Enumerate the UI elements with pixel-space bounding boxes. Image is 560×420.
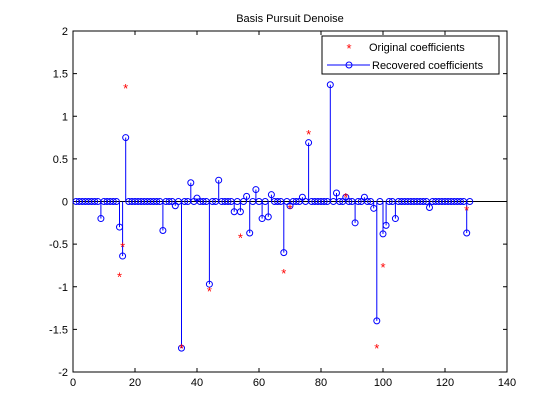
recovered-point — [205, 280, 213, 288]
recovered-point — [122, 134, 130, 142]
recovered-point — [336, 198, 344, 205]
recovered-point — [391, 215, 399, 223]
recovered-point — [243, 192, 251, 200]
recovered-point — [91, 198, 99, 205]
original-point: * — [179, 341, 184, 356]
recovered-point — [236, 208, 244, 216]
recovered-point — [280, 249, 288, 257]
original-point: * — [117, 270, 122, 285]
legend-star-marker: * — [346, 41, 351, 56]
recovered-point — [165, 198, 173, 205]
recovered-point — [159, 226, 167, 234]
original-point: * — [287, 201, 292, 216]
original-point: * — [464, 203, 469, 218]
y-tick-label: 1 — [62, 111, 68, 123]
recovered-point — [215, 176, 223, 184]
y-tick-label: 0.5 — [53, 154, 68, 166]
recovered-point — [264, 213, 272, 221]
legend-circle-marker — [345, 61, 353, 69]
original-point: * — [120, 240, 125, 255]
legend-entry-recovered: Recovered coefficients — [372, 60, 484, 72]
original-point: * — [123, 81, 128, 96]
recovered-point — [385, 198, 393, 205]
x-tick-label: 140 — [498, 377, 516, 389]
recovered-point — [333, 189, 340, 197]
x-tick-label: 0 — [70, 377, 76, 389]
recovered-point — [326, 81, 334, 89]
y-tick-label: -0.5 — [49, 239, 68, 251]
recovered-point — [426, 203, 433, 211]
recovered-point — [246, 229, 254, 237]
recovered-point — [351, 219, 359, 227]
recovered-point — [354, 198, 362, 205]
recovered-point — [382, 221, 390, 229]
original-point: * — [380, 260, 385, 275]
recovered-point — [187, 179, 195, 187]
recovered-point — [373, 317, 381, 325]
x-tick-label: 60 — [253, 377, 265, 389]
y-tick-label: 2 — [62, 26, 68, 38]
recovered-point — [258, 215, 266, 223]
recovered-point — [466, 198, 474, 205]
original-point: * — [207, 284, 212, 299]
recovered-point — [419, 198, 427, 205]
x-tick-label: 20 — [129, 377, 141, 389]
recovered-point — [181, 198, 189, 205]
chart-title: Basis Pursuit Denoise — [236, 13, 344, 25]
recovered-point — [267, 191, 275, 199]
x-tick-label: 80 — [315, 377, 327, 389]
recovered-point — [379, 230, 387, 238]
original-point: * — [238, 230, 243, 245]
y-tick-label: 1.5 — [53, 69, 68, 81]
x-tick-label: 40 — [191, 377, 203, 389]
original-point: * — [281, 266, 286, 281]
y-tick-label: -2 — [58, 367, 68, 379]
x-tick-label: 100 — [374, 377, 392, 389]
original-point: * — [306, 127, 311, 142]
original-point: * — [374, 341, 379, 356]
recovered-point — [292, 198, 300, 205]
recovered-point — [274, 198, 282, 205]
recovered-point — [364, 198, 371, 205]
recovered-point — [305, 139, 313, 147]
recovered-point — [252, 186, 260, 194]
recovered-point — [109, 198, 117, 205]
x-tick-label: 120 — [436, 377, 454, 389]
recovered-point — [320, 198, 328, 205]
recovered-point — [209, 198, 216, 205]
recovered-point — [463, 229, 471, 237]
recovered-point — [153, 198, 161, 205]
recovered-point — [178, 344, 185, 352]
y-tick-label: -1 — [58, 282, 68, 294]
recovered-point — [345, 198, 353, 205]
legend: * Original coefficients Recovered coeffi… — [321, 35, 500, 75]
recovered-point — [97, 215, 105, 223]
legend-box — [321, 35, 500, 75]
y-tick-label: 0 — [62, 197, 68, 209]
legend-entry-original: Original coefficients — [369, 42, 465, 54]
recovered-point — [224, 198, 232, 205]
plot-area: 0 20 40 60 80 100 120 140 2 1.5 1 0.5 0 -0.5 -1 -1.5 -2 *… — [49, 26, 516, 389]
recovered-point — [199, 198, 207, 205]
recovered-point — [119, 252, 127, 260]
recovered-point — [457, 198, 464, 205]
y-tick-label: -1.5 — [49, 324, 68, 336]
original-point: * — [343, 190, 348, 205]
